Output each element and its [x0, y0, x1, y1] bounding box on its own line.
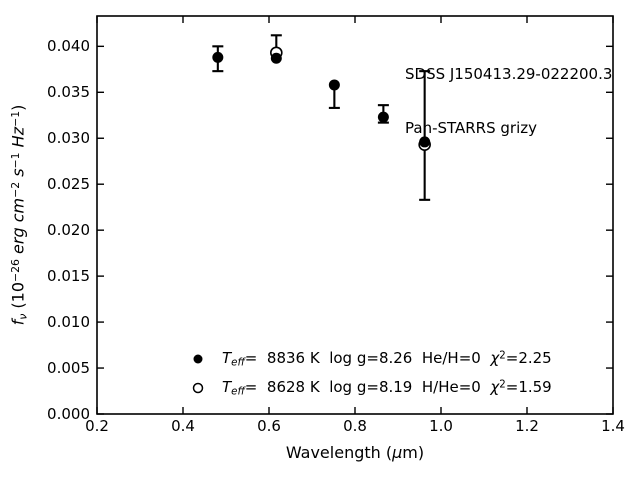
x-tick-label: 0.6 — [257, 417, 281, 435]
label-fragment: cm — [8, 197, 28, 223]
y-tick-label: 0.015 — [47, 267, 90, 286]
label-fragment: eff — [231, 357, 245, 369]
label-fragment: −26 — [8, 259, 22, 282]
source-annotation: SDSS J150413.29-022200.3 Pan-STARRS griz… — [405, 29, 612, 173]
label-fragment: m) — [402, 443, 425, 462]
x-tick-label: 1.4 — [601, 417, 625, 435]
y-tick-label: 0.040 — [47, 37, 90, 56]
label-fragment: ) — [8, 104, 28, 111]
x-tick-label: 0.4 — [171, 417, 195, 435]
label-fragment: erg — [8, 222, 28, 260]
label-fragment: T — [222, 378, 232, 397]
label-fragment: =2.25 — [505, 349, 552, 368]
filled-circle-marker-icon — [193, 354, 203, 364]
open-circle-marker-icon — [192, 382, 204, 394]
y-tick-label: 0.005 — [47, 359, 90, 378]
label-fragment: s — [8, 168, 28, 177]
y-tick-label: 0.020 — [47, 221, 90, 240]
label-fragment: (10 — [8, 282, 28, 314]
label-fragment — [9, 147, 28, 152]
annotation-object-name: SDSS J150413.29-022200.3 — [405, 65, 613, 83]
label-fragment: Wavelength ( — [285, 443, 393, 462]
y-axis-label: fν (10−26 erg cm−2 s−1 Hz−1) — [9, 105, 30, 326]
x-tick-label: 0.8 — [343, 417, 367, 435]
y-tick-label: 0.010 — [47, 313, 90, 332]
data-point-filled — [377, 111, 389, 123]
label-fragment: f — [8, 319, 28, 326]
label-fragment: T — [222, 349, 232, 368]
legend-entry-open-label: Teff= 8628 K log g=8.19 H/He=0 χ2=1.59 — [222, 378, 552, 398]
x-axis-label: Wavelength (μm) — [255, 443, 455, 462]
annotation-survey-name: Pan-STARRS grizy — [405, 119, 538, 137]
label-fragment — [9, 177, 28, 182]
label-fragment: −1 — [8, 110, 22, 127]
data-point-filled — [212, 51, 224, 63]
label-fragment: −2 — [8, 181, 22, 198]
data-point-filled — [270, 52, 282, 64]
data-point-filled — [328, 79, 340, 91]
label-fragment: = 8628 K log g=8.19 H/He=0 — [244, 378, 491, 397]
y-tick-label: 0.035 — [47, 83, 90, 102]
label-fragment: 2 — [499, 379, 506, 391]
y-tick-label: 0.025 — [47, 175, 90, 194]
label-fragment: −1 — [8, 152, 22, 169]
label-fragment: χ — [490, 378, 500, 397]
legend-entry-filled-model: Teff= 8836 K log g=8.26 He/H=0 χ2=2.25 — [191, 349, 552, 369]
label-fragment: Hz — [8, 126, 28, 148]
label-fragment: χ — [490, 349, 500, 368]
label-fragment: = 8836 K log g=8.26 He/H=0 — [244, 349, 491, 368]
label-fragment: μ — [392, 443, 403, 462]
label-fragment: eff — [231, 386, 245, 398]
data-point-filled — [419, 136, 431, 148]
legend-entry-open-model: Teff= 8628 K log g=8.19 H/He=0 χ2=1.59 — [191, 378, 552, 398]
label-fragment: =1.59 — [505, 378, 552, 397]
label-fragment: 2 — [499, 350, 506, 362]
x-tick-label: 1.2 — [515, 417, 539, 435]
legend-entry-filled-label: Teff= 8836 K log g=8.26 He/H=0 χ2=2.25 — [222, 349, 552, 369]
x-tick-label: 0.2 — [85, 417, 109, 435]
x-tick-label: 1.0 — [429, 417, 453, 435]
label-fragment: ν — [16, 313, 30, 320]
y-tick-label: 0.000 — [47, 405, 90, 423]
y-tick-label: 0.030 — [47, 129, 90, 148]
